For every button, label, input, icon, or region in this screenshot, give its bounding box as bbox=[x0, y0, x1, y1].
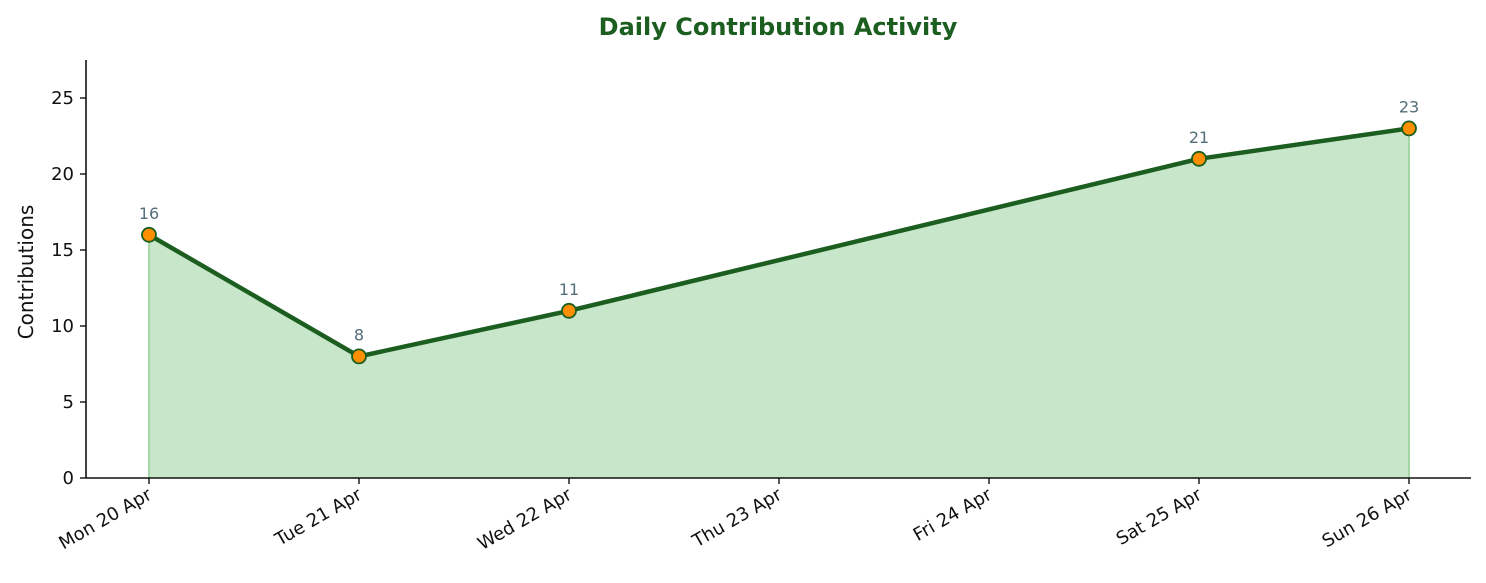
x-tick-label: Fri 24 Apr bbox=[910, 484, 996, 546]
data-label: 16 bbox=[139, 204, 159, 223]
data-point bbox=[1401, 120, 1417, 137]
data-point bbox=[561, 302, 577, 319]
area-fill bbox=[149, 128, 1409, 478]
data-label: 21 bbox=[1189, 128, 1209, 147]
y-tick-label: 0 bbox=[63, 468, 74, 489]
plot-area: 0 5 10 15 20 25 Mon 20 Apr Tue 21 Apr Wed 22 Apr… bbox=[51, 60, 1471, 555]
x-tick-label: Wed 22 Apr bbox=[474, 484, 576, 555]
data-label: 8 bbox=[354, 325, 364, 344]
data-point bbox=[1191, 150, 1207, 167]
x-tick-label: Tue 21 Apr bbox=[271, 484, 366, 551]
y-tick-label: 5 bbox=[63, 392, 74, 413]
y-tick-label: 20 bbox=[51, 164, 74, 185]
chart-title: Daily Contribution Activity bbox=[599, 13, 958, 41]
y-axis-label: Contributions bbox=[14, 205, 38, 340]
y-tick-label: 25 bbox=[51, 88, 74, 109]
x-tick-label: Mon 20 Apr bbox=[55, 484, 156, 554]
x-tick-label: Sat 25 Apr bbox=[1113, 484, 1206, 550]
data-label: 23 bbox=[1399, 97, 1419, 116]
x-tick-label: Sun 26 Apr bbox=[1319, 484, 1416, 552]
data-point bbox=[141, 226, 157, 243]
x-tick-label: Thu 23 Apr bbox=[688, 484, 786, 553]
y-tick-label: 15 bbox=[51, 240, 74, 261]
y-tick-label: 10 bbox=[51, 316, 74, 337]
data-label: 11 bbox=[559, 280, 579, 299]
data-point bbox=[351, 348, 367, 365]
